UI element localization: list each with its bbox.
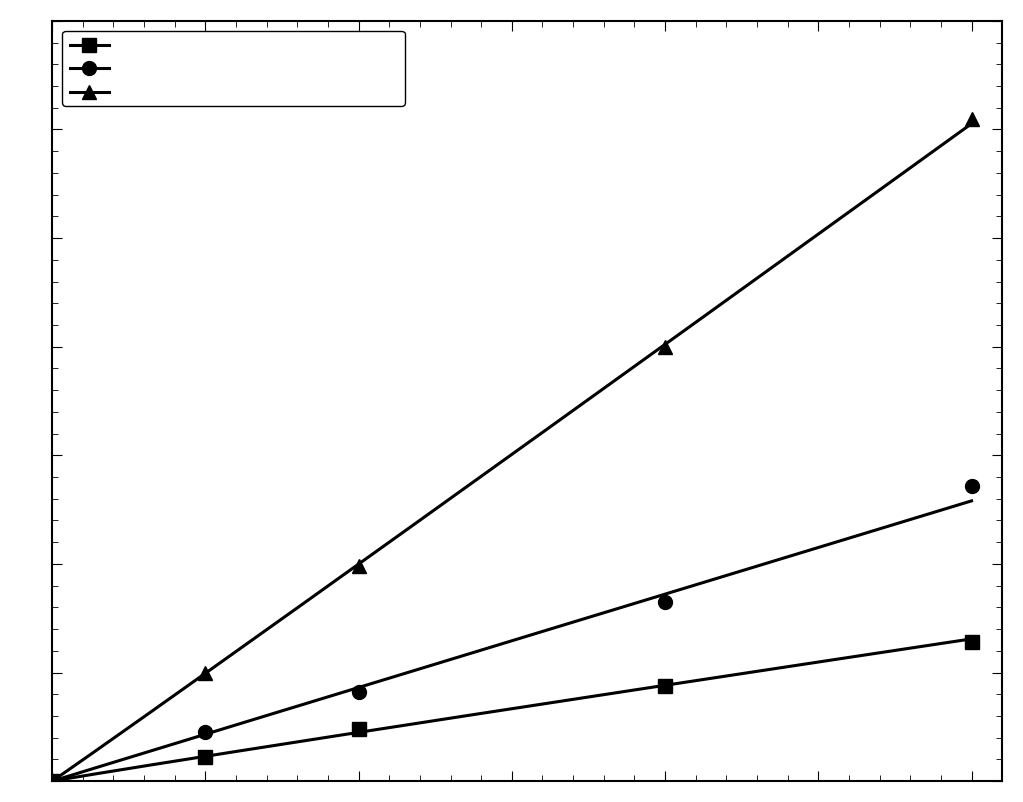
Legend: -■-50-0/100-μ, -●-75-0/100-μ, -▲-100-0/100-μ: -■-50-0/100-μ, -●-75-0/100-μ, -▲-100-0/1… [61,30,405,107]
